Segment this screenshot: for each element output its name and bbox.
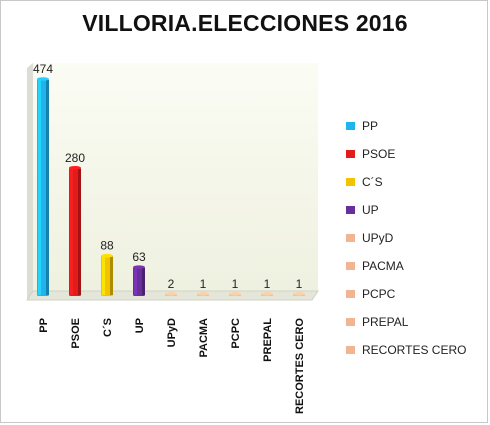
chart-title: VILLORIA.ELECCIONES 2016 [82, 10, 408, 36]
data-label-8: 1 [296, 277, 303, 291]
data-label-0: 474 [33, 62, 53, 76]
legend-swatch [346, 262, 355, 270]
bar-psoe [69, 166, 81, 296]
data-label-5: 1 [200, 277, 207, 291]
legend-swatch [346, 318, 355, 326]
x-tick-label-1: PSOE [70, 318, 82, 349]
bar-recortes-cero [293, 292, 305, 296]
plot-side-wall [27, 63, 33, 300]
legend-swatch [346, 234, 355, 242]
x-tick-label-6: PCPC [230, 318, 242, 349]
legend-label: UP [362, 203, 379, 217]
bar-pcpc [229, 292, 241, 296]
legend-swatch [346, 346, 355, 354]
plot-area [26, 63, 319, 301]
x-tick-label-4: UPyD [166, 318, 178, 347]
bar-pacma [197, 292, 209, 296]
data-label-2: 88 [100, 239, 114, 253]
bar-series [37, 77, 305, 296]
legend-label: RECORTES CERO [362, 343, 467, 357]
legend-swatch [346, 178, 355, 186]
legend-label: PP [362, 119, 379, 133]
data-label-3: 63 [132, 250, 146, 264]
legend-swatch [346, 206, 355, 214]
x-tick-label-0: PP [38, 318, 50, 333]
legend-label: UPyD [362, 231, 394, 245]
legend-label: PREPAL [362, 315, 409, 329]
x-tick-label-2: C´S [102, 318, 114, 337]
legend-label: PCPC [362, 287, 396, 301]
bar-up [133, 265, 145, 296]
data-label-7: 1 [264, 277, 271, 291]
legend-swatch [346, 290, 355, 298]
x-axis-tick-labels: PP PSOE C´S UP UPyD PACMA PCPC PREPAL RECORTES C… [38, 318, 306, 414]
legend-label: C´S [362, 175, 383, 189]
x-tick-label-3: UP [134, 318, 146, 333]
legend-swatch [346, 122, 355, 130]
data-label-6: 1 [232, 277, 239, 291]
bar-prepal [261, 292, 273, 296]
bar-pp [37, 77, 49, 296]
data-label-1: 280 [65, 151, 85, 165]
x-tick-label-8: RECORTES CERO [294, 318, 306, 414]
legend-swatch [346, 150, 355, 158]
x-tick-label-7: PREPAL [262, 318, 274, 362]
bar-upyd [165, 292, 177, 296]
x-tick-label-5: PACMA [198, 318, 210, 358]
legend-label: PACMA [362, 259, 404, 273]
data-labels: 474 280 88 63 2 1 1 1 1 [33, 62, 303, 291]
legend-label: PSOE [362, 147, 396, 161]
data-label-4: 2 [168, 277, 175, 291]
bar-c-s [101, 253, 113, 296]
